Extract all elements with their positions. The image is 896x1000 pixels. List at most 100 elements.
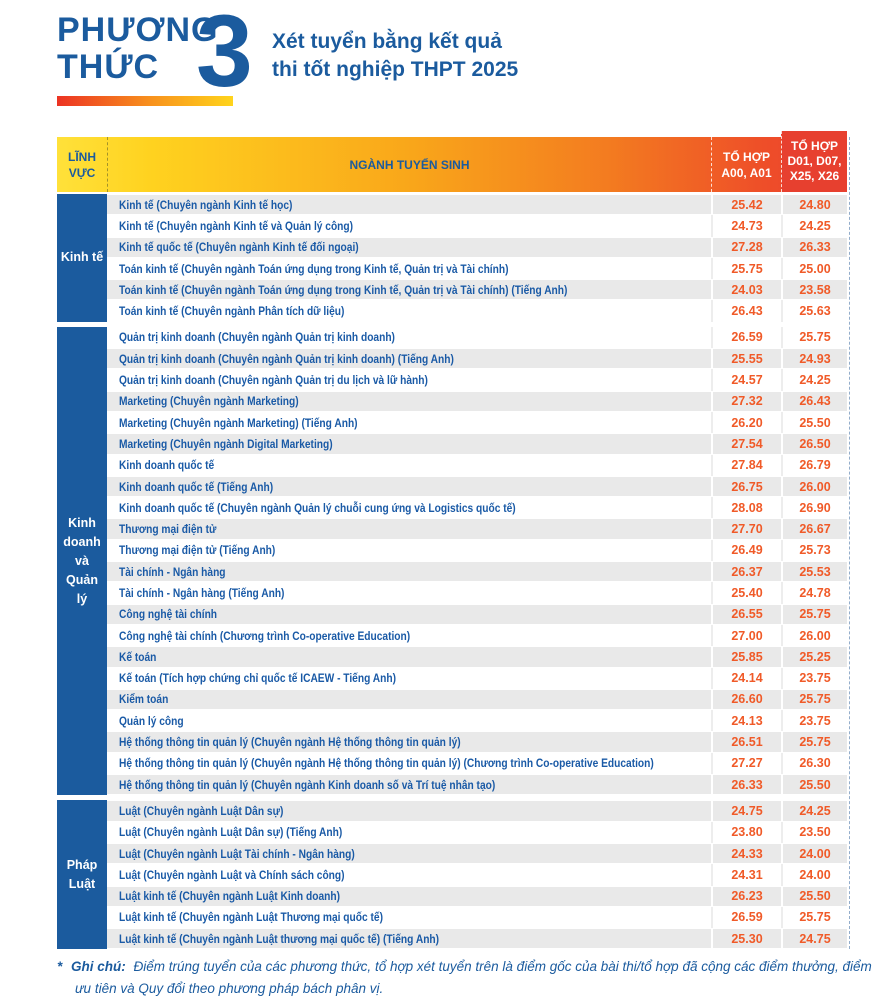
table-row: Luật (Chuyên ngành Luật Dân sự) 24.75 24.2… (107, 800, 847, 822)
score-d01-d07-x25-x26: 24.00 (781, 864, 847, 886)
score-d01-d07-x25-x26: 23.75 (781, 710, 847, 732)
score-a00-a01: 26.75 (711, 475, 781, 498)
table-row: Hệ thống thông tin quản lý (Chuyên ngành… (107, 731, 847, 753)
major-label: Toán kinh tế (Chuyên ngành Toán ứng dụng… (119, 261, 509, 276)
major-label: Toán kinh tế (Chuyên ngành Toán ứng dụng… (119, 282, 568, 297)
table-row: Quản trị kinh doanh (Chuyên ngành Quản t… (107, 348, 847, 370)
table-row: Kinh tế (Chuyên ngành Kinh tế và Quản lý… (107, 215, 847, 237)
table-row: Marketing (Chuyên ngành Marketing) 27.32 2… (107, 390, 847, 412)
major-cell: Thương mại điện tử (Tiếng Anh) (107, 541, 711, 559)
major-cell: Tài chính - Ngân hàng (Tiếng Anh) (107, 584, 711, 602)
score-d01-d07-x25-x26: 23.58 (781, 279, 847, 301)
score-a00-a01: 27.84 (711, 454, 781, 476)
major-label: Tài chính - Ngân hàng (119, 564, 226, 579)
table-row: Toán kinh tế (Chuyên ngành Toán ứng dụng… (107, 279, 847, 301)
score-d01-d07-x25-x26: 23.75 (781, 667, 847, 689)
score-d01-d07-x25-x26: 25.63 (781, 300, 847, 322)
major-label: Kinh doanh quốc tế (Chuyên ngành Quản lý… (119, 500, 516, 515)
table-row: Hệ thống thông tin quản lý (Chuyên ngành… (107, 774, 847, 796)
major-label: Hệ thống thông tin quản lý (Chuyên ngành… (119, 735, 461, 750)
table-row: Tài chính - Ngân hàng 26.37 25.53 (107, 561, 847, 583)
table-row: Luật kinh tế (Chuyên ngành Luật Kinh doa… (107, 885, 847, 907)
score-d01-d07-x25-x26: 25.50 (781, 411, 847, 434)
subtitle-line1: Xét tuyển bằng kết quả (272, 30, 502, 53)
score-a00-a01: 25.85 (711, 646, 781, 668)
major-cell: Kinh doanh quốc tế (107, 456, 711, 474)
table-row: Kinh doanh quốc tế (Chuyên ngành Quản lý… (107, 497, 847, 519)
score-a00-a01: 28.08 (711, 497, 781, 519)
major-label: Luật (Chuyên ngành Luật Dân sự) (Tiếng A… (119, 825, 343, 840)
score-a00-a01: 27.28 (711, 236, 781, 258)
major-label: Quản lý công (119, 713, 184, 728)
major-label: Công nghệ tài chính (119, 607, 218, 622)
table-row: Công nghệ tài chính (Chương trình Co-ope… (107, 624, 847, 647)
score-a00-a01: 25.40 (711, 582, 781, 604)
major-cell: Kiểm toán (107, 690, 711, 708)
major-cell: Luật kinh tế (Chuyên ngành Luật Kinh doa… (107, 887, 711, 905)
score-d01-d07-x25-x26: 25.50 (781, 774, 847, 796)
major-cell: Luật (Chuyên ngành Luật Dân sự) (107, 802, 711, 820)
score-a00-a01: 26.59 (711, 906, 781, 929)
major-label: Luật kinh tế (Chuyên ngành Luật thương m… (119, 931, 440, 946)
score-a00-a01: 27.00 (711, 624, 781, 647)
score-d01-d07-x25-x26: 25.75 (781, 731, 847, 753)
major-label: Marketing (Chuyên ngành Digital Marketin… (119, 436, 333, 451)
major-cell: Marketing (Chuyên ngành Marketing) (107, 392, 711, 410)
major-label: Kinh tế (Chuyên ngành Kinh tế học) (119, 197, 293, 212)
score-d01-d07-x25-x26: 24.80 (781, 194, 847, 216)
major-label: Kinh tế quốc tế (Chuyên ngành Kinh tế đố… (119, 240, 359, 255)
major-cell: Quản trị kinh doanh (Chuyên ngành Quản t… (107, 328, 711, 346)
field-group-rows: Kinh tế (Chuyên ngành Kinh tế học) 25.42 2… (107, 194, 847, 322)
score-a00-a01: 26.51 (711, 731, 781, 753)
major-cell: Hệ thống thông tin quản lý (Chuyên ngành… (107, 733, 711, 751)
score-a00-a01: 26.60 (711, 688, 781, 711)
major-cell: Marketing (Chuyên ngành Digital Marketin… (107, 435, 711, 453)
table-row: Kiểm toán 26.60 25.75 (107, 688, 847, 711)
score-d01-d07-x25-x26: 26.50 (781, 433, 847, 455)
major-label: Luật kinh tế (Chuyên ngành Luật Thương m… (119, 910, 383, 925)
method-title-line2: THỨC (57, 48, 160, 86)
major-label: Quản trị kinh doanh (Chuyên ngành Quản t… (119, 351, 454, 366)
major-cell: Marketing (Chuyên ngành Marketing) (Tiến… (107, 414, 711, 432)
score-d01-d07-x25-x26: 24.78 (781, 582, 847, 604)
major-cell: Kinh doanh quốc tế (Tiếng Anh) (107, 478, 711, 496)
major-cell: Kinh doanh quốc tế (Chuyên ngành Quản lý… (107, 499, 711, 517)
score-d01-d07-x25-x26: 26.00 (781, 624, 847, 647)
score-d01-d07-x25-x26: 25.73 (781, 539, 847, 562)
score-d01-d07-x25-x26: 25.75 (781, 603, 847, 625)
score-a00-a01: 25.42 (711, 194, 781, 216)
score-a00-a01: 27.54 (711, 433, 781, 455)
table-row: Kinh tế quốc tế (Chuyên ngành Kinh tế đố… (107, 236, 847, 258)
score-d01-d07-x25-x26: 24.93 (781, 348, 847, 370)
major-label: Kế toán (119, 649, 157, 664)
score-a00-a01: 24.03 (711, 279, 781, 301)
table-row: Thương mại điện tử (Tiếng Anh) 26.49 25.73 (107, 539, 847, 562)
score-a00-a01: 25.30 (711, 928, 781, 950)
table-row: Luật (Chuyên ngành Luật Dân sự) (Tiếng A… (107, 821, 847, 843)
method-title: PHƯƠNG THỨC (57, 12, 218, 86)
major-cell: Luật kinh tế (Chuyên ngành Luật thương m… (107, 930, 711, 948)
score-d01-d07-x25-x26: 24.75 (781, 928, 847, 950)
footnote-asterisk: * (57, 959, 63, 974)
score-d01-d07-x25-x26: 25.75 (781, 326, 847, 349)
major-cell: Hệ thống thông tin quản lý (Chuyên ngành… (107, 776, 711, 794)
major-label: Marketing (Chuyên ngành Marketing) (119, 394, 299, 409)
page-subtitle: Xét tuyển bằng kết quả thi tốt nghiệp TH… (272, 28, 518, 84)
score-a00-a01: 27.32 (711, 390, 781, 412)
major-cell: Công nghệ tài chính (107, 605, 711, 623)
score-a00-a01: 26.43 (711, 300, 781, 322)
major-label: Toán kinh tế (Chuyên ngành Phân tích dữ … (119, 304, 345, 319)
table-row: Kế toán (Tích hợp chứng chỉ quốc tế ICAE… (107, 667, 847, 689)
major-cell: Toán kinh tế (Chuyên ngành Toán ứng dụng… (107, 281, 711, 299)
score-a00-a01: 26.59 (711, 326, 781, 349)
table-row: Công nghệ tài chính 26.55 25.75 (107, 603, 847, 625)
score-d01-d07-x25-x26: 24.25 (781, 215, 847, 237)
major-cell: Luật (Chuyên ngành Luật Tài chính - Ngân… (107, 845, 711, 863)
footnote: * Ghi chú: Điểm trúng tuyển của các phươ… (57, 956, 877, 1000)
table-row: Hệ thống thông tin quản lý (Chuyên ngành… (107, 752, 847, 775)
field-group-label: Pháp Luật (57, 800, 107, 950)
score-a00-a01: 26.33 (711, 774, 781, 796)
major-cell: Thương mại điện tử (107, 520, 711, 538)
score-d01-d07-x25-x26: 26.90 (781, 497, 847, 519)
field-group-label: Kinh tế (57, 194, 107, 322)
